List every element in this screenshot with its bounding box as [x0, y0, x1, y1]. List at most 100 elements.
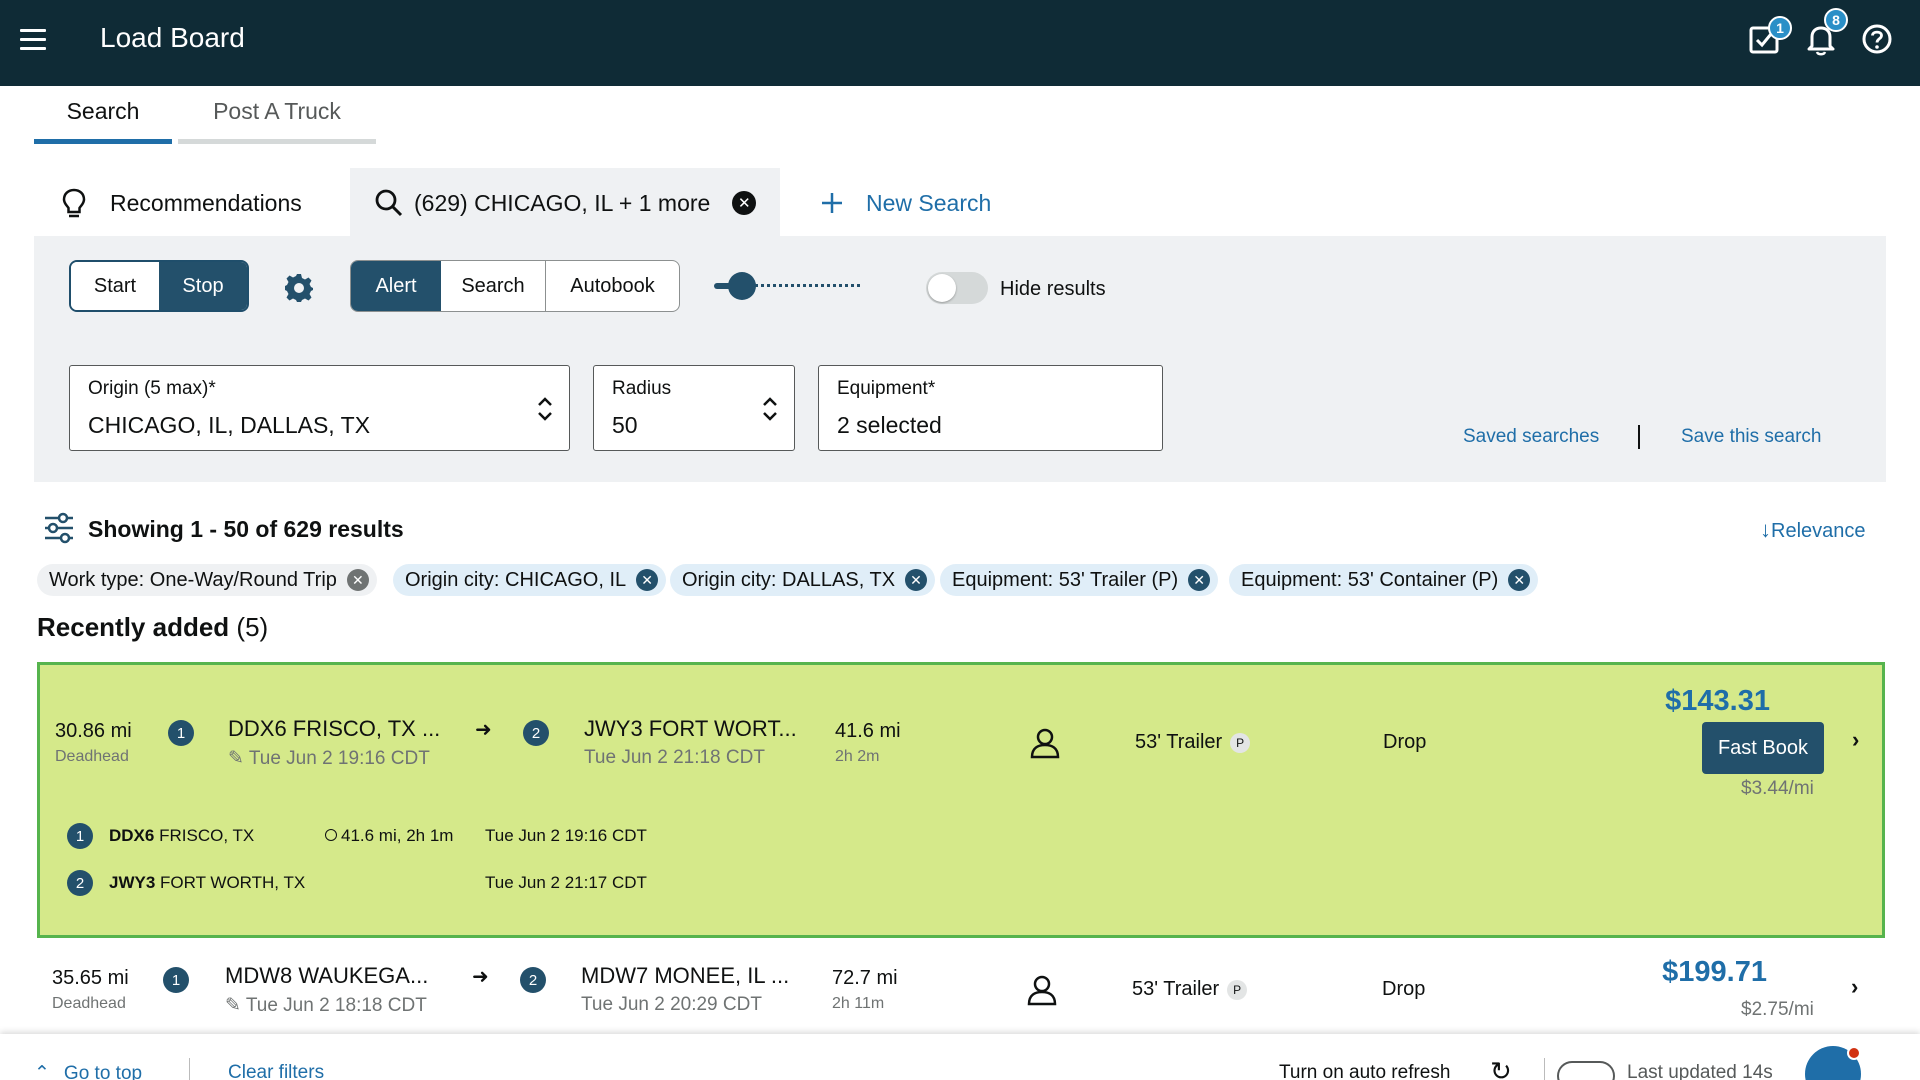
radius-field[interactable]: Radius 50	[593, 365, 795, 451]
new-search-button[interactable]: New Search	[820, 168, 1040, 238]
origin-field[interactable]: Origin (5 max)* CHICAGO, IL, DALLAS, TX	[69, 365, 570, 451]
inbox-icon[interactable]: 1	[1748, 16, 1792, 56]
fast-book-button[interactable]: Fast Book	[1702, 722, 1824, 774]
remove-chip-icon[interactable]: ✕	[346, 569, 369, 591]
stop-time: Tue Jun 2 19:16 CDT	[485, 826, 647, 845]
driver-icon	[1027, 975, 1057, 1006]
stop-number-badge: 1	[67, 823, 93, 849]
origin-time: ✎ Tue Jun 2 18:18 CDT	[225, 994, 427, 1017]
remove-chip-icon[interactable]: ✕	[636, 569, 659, 591]
chevron-updown-icon	[538, 397, 552, 421]
chip-label: Equipment: 53' Container (P)	[1241, 568, 1499, 591]
frequency-slider[interactable]	[714, 272, 894, 300]
close-search-icon[interactable]: ✕	[732, 191, 757, 215]
saved-searches-link[interactable]: Saved searches	[1463, 426, 1600, 447]
autobook-mode-button[interactable]: Autobook	[570, 274, 655, 297]
load-price: $199.71	[1662, 956, 1767, 988]
hide-results-toggle[interactable]	[926, 272, 988, 304]
equipment-value: 2 selected	[837, 412, 942, 438]
origin-time-text: Tue Jun 2 19:16 CDT	[248, 748, 430, 769]
inbox-badge: 1	[1768, 16, 1792, 40]
auto-refresh-toggle[interactable]	[1557, 1061, 1615, 1080]
remove-chip-icon[interactable]: ✕	[1508, 569, 1531, 591]
hide-results-label: Hide results	[1000, 278, 1106, 300]
trip-duration: 2h 2m	[835, 748, 880, 765]
load-card[interactable]: 30.86 mi Deadhead 1 DDX6 FRISCO, TX ... …	[37, 662, 1885, 938]
deadhead-label: Deadhead	[52, 995, 126, 1012]
link-divider	[1638, 425, 1640, 449]
filter-chip: Work type: One-Way/Round Trip ✕	[37, 564, 377, 596]
active-search-tab[interactable]: (629) CHICAGO, IL + 1 more ✕	[350, 168, 780, 238]
stop-number-badge: 2	[523, 720, 549, 746]
equipment-field[interactable]: Equipment* 2 selected	[818, 365, 1163, 451]
recommendations-tab[interactable]: Recommendations	[60, 168, 350, 238]
deadhead-label: Deadhead	[55, 748, 129, 765]
chevron-up-icon: ⌃	[34, 1063, 50, 1080]
arrow-right-icon: ➜	[475, 719, 492, 741]
stop-code: DDX6	[109, 826, 155, 845]
filter-chip: Equipment: 53' Container (P) ✕	[1229, 564, 1539, 596]
origin-label: Origin (5 max)*	[88, 378, 216, 399]
stop-detail: JWY3 FORT WORTH, TX	[109, 873, 305, 893]
stop-number-badge: 2	[520, 967, 546, 993]
arrow-down-icon: ↓	[1760, 517, 1771, 542]
deadhead-distance: 35.65 mi	[52, 967, 129, 989]
remove-chip-icon[interactable]: ✕	[1188, 569, 1211, 591]
equipment-type-text: 53' Trailer	[1132, 978, 1220, 1000]
trip-distance: 41.6 mi	[835, 720, 901, 742]
chip-label: Work type: One-Way/Round Trip	[49, 568, 337, 591]
recent-count: (5)	[236, 612, 269, 642]
filter-sliders-icon[interactable]	[44, 512, 74, 544]
save-this-search-link[interactable]: Save this search	[1681, 426, 1822, 447]
footer-divider	[1544, 1058, 1545, 1080]
sort-label: Relevance	[1771, 520, 1866, 542]
stop-time: Tue Jun 2 21:17 CDT	[485, 873, 647, 892]
stop-leg-text: 41.6 mi, 2h 1m	[341, 826, 454, 845]
slider-knob[interactable]	[728, 272, 756, 300]
filter-chip: Origin city: CHICAGO, IL ✕	[393, 564, 667, 596]
destination-location: MDW7 MONEE, IL ...	[581, 963, 790, 988]
destination-time: Tue Jun 2 21:18 CDT	[584, 747, 765, 768]
results-count: Showing 1 - 50 of 629 results	[88, 516, 404, 542]
trip-distance: 72.7 mi	[832, 967, 898, 989]
destination-time: Tue Jun 2 20:29 CDT	[581, 994, 762, 1015]
refresh-icon[interactable]: ↻	[1490, 1056, 1512, 1080]
new-search-label: New Search	[866, 189, 992, 216]
sort-relevance-button[interactable]: ↓Relevance	[1760, 517, 1866, 543]
chevron-right-icon[interactable]: ›	[1852, 727, 1860, 752]
load-type: Drop	[1383, 731, 1427, 753]
equipment-label: Equipment*	[837, 378, 936, 399]
alert-mode-button[interactable]: Alert	[351, 261, 441, 311]
menu-icon[interactable]	[20, 29, 46, 51]
driver-icon	[1030, 728, 1060, 759]
filter-chip: Equipment: 53' Trailer (P) ✕	[940, 564, 1219, 596]
search-mode-button[interactable]: Search	[441, 261, 546, 311]
go-to-top-label: Go to top	[63, 1063, 143, 1080]
stop-code: JWY3	[109, 873, 156, 892]
tab-search[interactable]: Search	[34, 94, 172, 144]
recommendations-label: Recommendations	[110, 189, 302, 216]
start-button[interactable]: Start	[71, 262, 159, 310]
clear-filters-link[interactable]: Clear filters	[228, 1062, 325, 1080]
destination-location: JWY3 FORT WORT...	[584, 716, 797, 741]
go-to-top-link[interactable]: ⌃ Go to top	[34, 1062, 142, 1080]
origin-time-text: Tue Jun 2 18:18 CDT	[245, 995, 427, 1016]
notifications-icon[interactable]: 8	[1804, 8, 1848, 56]
stop-detail: DDX6 FRISCO, TX	[109, 826, 254, 846]
tab-post-a-truck[interactable]: Post A Truck	[178, 94, 376, 144]
help-icon[interactable]	[1860, 22, 1894, 56]
notifications-badge: 8	[1824, 8, 1848, 32]
plus-icon	[822, 193, 842, 213]
chevron-right-icon[interactable]: ›	[1851, 974, 1859, 999]
search-panel: Start Stop Alert Search Autobook Hide re…	[34, 236, 1886, 482]
gear-icon[interactable]	[284, 273, 314, 303]
chevron-updown-icon	[763, 397, 777, 421]
chip-label: Origin city: DALLAS, TX	[682, 568, 896, 591]
load-card[interactable]: 35.65 mi Deadhead 1 MDW8 WAUKEGA... ✎ Tu…	[37, 944, 1885, 1040]
lightbulb-icon	[62, 188, 86, 218]
stop-number-badge: 1	[163, 967, 189, 993]
stop-button[interactable]: Stop	[159, 262, 247, 310]
filter-chip: Origin city: DALLAS, TX ✕	[670, 564, 936, 596]
stop-city: FORT WORTH, TX	[160, 873, 306, 892]
remove-chip-icon[interactable]: ✕	[905, 569, 928, 591]
